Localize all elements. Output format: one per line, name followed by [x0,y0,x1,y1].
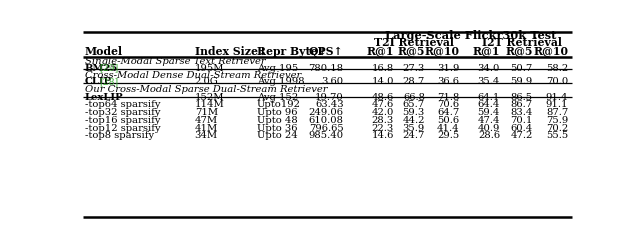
Text: 34.0: 34.0 [477,63,500,73]
Text: 47.6: 47.6 [372,100,394,109]
Text: 75.9: 75.9 [546,116,568,125]
Text: 64.7: 64.7 [438,108,460,117]
Text: QPS↑: QPS↑ [309,46,344,57]
Text: -top8 sparsify: -top8 sparsify [84,131,154,140]
Text: R@1: R@1 [472,46,500,57]
Text: Cross-Modal Dense Dual-Stream Retriever: Cross-Modal Dense Dual-Stream Retriever [84,71,301,80]
Text: 610.08: 610.08 [308,116,344,125]
Text: 28.3: 28.3 [372,116,394,125]
Text: 70.0: 70.0 [546,77,568,86]
Text: 47.4: 47.4 [477,116,500,125]
Text: 50.6: 50.6 [438,116,460,125]
Text: 60.4: 60.4 [510,123,532,133]
Text: 27.3: 27.3 [403,63,425,73]
Text: 70.1: 70.1 [510,116,532,125]
Text: 22.3: 22.3 [372,123,394,133]
Text: 41.4: 41.4 [437,123,460,133]
Text: 71M: 71M [195,108,218,117]
Text: 66.8: 66.8 [403,93,425,102]
Text: 71.8: 71.8 [437,93,460,102]
Text: 59.9: 59.9 [510,77,532,86]
Text: Repr Byte↓: Repr Byte↓ [257,46,326,57]
Text: Upto 96: Upto 96 [257,108,297,117]
Text: Index Size↓: Index Size↓ [195,46,267,57]
Text: 14.6: 14.6 [371,131,394,140]
Text: 780.18: 780.18 [308,63,344,73]
Text: 19.70: 19.70 [315,93,344,102]
Text: BM25: BM25 [84,63,118,73]
Text: -top64 sparsify: -top64 sparsify [84,100,160,109]
Text: 40.9: 40.9 [477,123,500,133]
Text: R@10: R@10 [533,46,568,57]
Text: 63.43: 63.43 [315,100,344,109]
Text: Avg 195: Avg 195 [257,63,298,73]
Text: 58.2: 58.2 [546,63,568,73]
Text: 28.6: 28.6 [478,131,500,140]
Text: Model: Model [84,46,123,57]
Text: 249.06: 249.06 [308,108,344,117]
Text: -top32 sparsify: -top32 sparsify [84,108,160,117]
Text: 44.2: 44.2 [403,116,425,125]
Text: 36.6: 36.6 [438,77,460,86]
Text: 83.4: 83.4 [510,108,532,117]
Text: R@5: R@5 [505,46,532,57]
Text: 70.6: 70.6 [438,100,460,109]
Text: 28.7: 28.7 [403,77,425,86]
Text: 985.40: 985.40 [308,131,344,140]
Text: Large-Scale Flickr30k Test: Large-Scale Flickr30k Test [385,30,556,41]
Text: Upto 36: Upto 36 [257,123,297,133]
Text: 31.9: 31.9 [437,63,460,73]
Text: 64.1: 64.1 [477,93,500,102]
Text: T2I Retrieval: T2I Retrieval [374,37,454,48]
Text: [28]: [28] [99,77,118,86]
Text: 29.5: 29.5 [438,131,460,140]
Text: CLIP: CLIP [84,77,112,86]
Text: 50.7: 50.7 [510,63,532,73]
Text: 47M: 47M [195,116,218,125]
Text: 86.7: 86.7 [511,100,532,109]
Text: 42.0: 42.0 [371,108,394,117]
Text: 59.4: 59.4 [477,108,500,117]
Text: 70.2: 70.2 [546,123,568,133]
Text: 35.4: 35.4 [477,77,500,86]
Text: [29]: [29] [99,63,118,73]
Text: 91.1: 91.1 [546,100,568,109]
Text: 55.5: 55.5 [546,131,568,140]
Text: 796.65: 796.65 [308,123,344,133]
Text: 16.8: 16.8 [372,63,394,73]
Text: 152M: 152M [195,93,224,102]
Text: 35.9: 35.9 [403,123,425,133]
Text: 2.0G: 2.0G [195,77,219,86]
Text: Our Cross-Modal Sparse Dual-Stream Retriever: Our Cross-Modal Sparse Dual-Stream Retri… [84,85,327,94]
Text: LexLIP: LexLIP [84,93,124,102]
Text: 48.6: 48.6 [372,93,394,102]
Text: R@1: R@1 [366,46,394,57]
Text: I2T Retrieval: I2T Retrieval [482,37,562,48]
Text: 24.7: 24.7 [403,131,425,140]
Text: Avg 152: Avg 152 [257,93,298,102]
Text: 65.7: 65.7 [403,100,425,109]
Text: 86.5: 86.5 [511,93,532,102]
Text: 34M: 34M [195,131,218,140]
Text: Upto192: Upto192 [257,100,301,109]
Text: Single-Modal Sparse Text Retriever: Single-Modal Sparse Text Retriever [84,57,265,66]
Text: R@10: R@10 [425,46,460,57]
Text: 14.0: 14.0 [371,77,394,86]
Text: Upto 48: Upto 48 [257,116,298,125]
Text: 114M: 114M [195,100,225,109]
Text: 59.3: 59.3 [403,108,425,117]
Text: 3.60: 3.60 [321,77,344,86]
Text: 91.4: 91.4 [546,93,568,102]
Text: Avg 1998: Avg 1998 [257,77,305,86]
Text: 195M: 195M [195,63,224,73]
Text: 47.2: 47.2 [510,131,532,140]
Text: 87.7: 87.7 [546,108,568,117]
Text: -top12 sparsify: -top12 sparsify [84,123,160,133]
Text: 41M: 41M [195,123,218,133]
Text: Upto 24: Upto 24 [257,131,298,140]
Text: R@5: R@5 [397,46,425,57]
Text: -top16 sparsify: -top16 sparsify [84,116,160,125]
Text: 64.4: 64.4 [477,100,500,109]
